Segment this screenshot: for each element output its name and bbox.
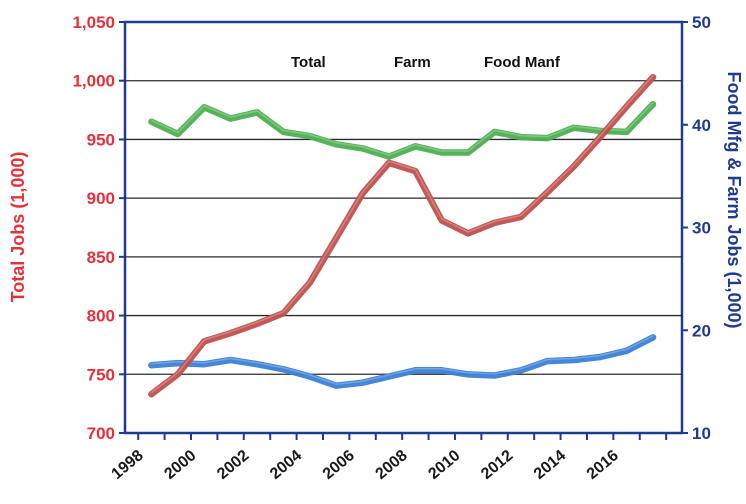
y-left-tick-label: 1,050	[72, 13, 115, 32]
y-left-tick-label: 800	[87, 307, 115, 326]
x-tick-label: 2014	[531, 447, 569, 483]
y-left-tick-label: 950	[87, 130, 115, 149]
x-tick-label: 2012	[478, 447, 516, 483]
y-left-tick-label: 1,000	[72, 72, 115, 91]
y-left-tick-label: 850	[87, 248, 115, 267]
series-lines	[148, 73, 657, 398]
legend-background	[237, 42, 595, 80]
x-tick-label: 2006	[320, 447, 358, 483]
y-left-axis-title: Total Jobs (1,000)	[8, 152, 28, 303]
x-tick-label: 2016	[584, 447, 622, 483]
grid-lines	[125, 80, 682, 375]
x-axis: 1998 2000 2002 2004 2006 2008 2010 2012 2014 2016	[109, 433, 668, 483]
y-right-tick-label: 30	[692, 219, 711, 238]
legend-label-total: Total	[291, 54, 326, 71]
x-tick-label: 2002	[214, 447, 252, 483]
y-right-tick-label: 10	[692, 424, 711, 443]
series-line-farm-highlight	[150, 101, 654, 156]
x-tick-label: 2010	[425, 447, 463, 483]
x-tick-label: 2000	[161, 447, 199, 483]
y-left-tick-label: 900	[87, 189, 115, 208]
series-line-food-manf-highlight	[150, 335, 654, 385]
y-left-tick-label: 750	[87, 365, 115, 384]
y-right-tick-label: 40	[692, 116, 711, 135]
legend: Total Farm Food Manf	[237, 42, 595, 80]
legend-label-food: Food Manf	[484, 54, 561, 71]
y-right-axis: 10 20 30 40 50	[682, 13, 711, 443]
y-right-tick-label: 50	[692, 13, 711, 32]
series-line-total-highlight	[150, 74, 654, 394]
x-tick-label: 2004	[267, 447, 305, 483]
y-left-axis: 700 750 800 850 900 950 1,000 1,050	[72, 13, 125, 443]
series-line-food-manf	[148, 334, 657, 389]
y-right-axis-title: Food Mfg & Farm Jobs (1,000)	[724, 71, 744, 328]
legend-label-farm: Farm	[394, 54, 431, 71]
x-tick-label: 1998	[109, 447, 147, 483]
y-right-tick-label: 20	[692, 321, 711, 340]
y-left-tick-label: 700	[87, 424, 115, 443]
series-line-farm	[148, 100, 657, 160]
x-tick-label: 2008	[373, 447, 411, 483]
series-line-total	[148, 73, 657, 398]
